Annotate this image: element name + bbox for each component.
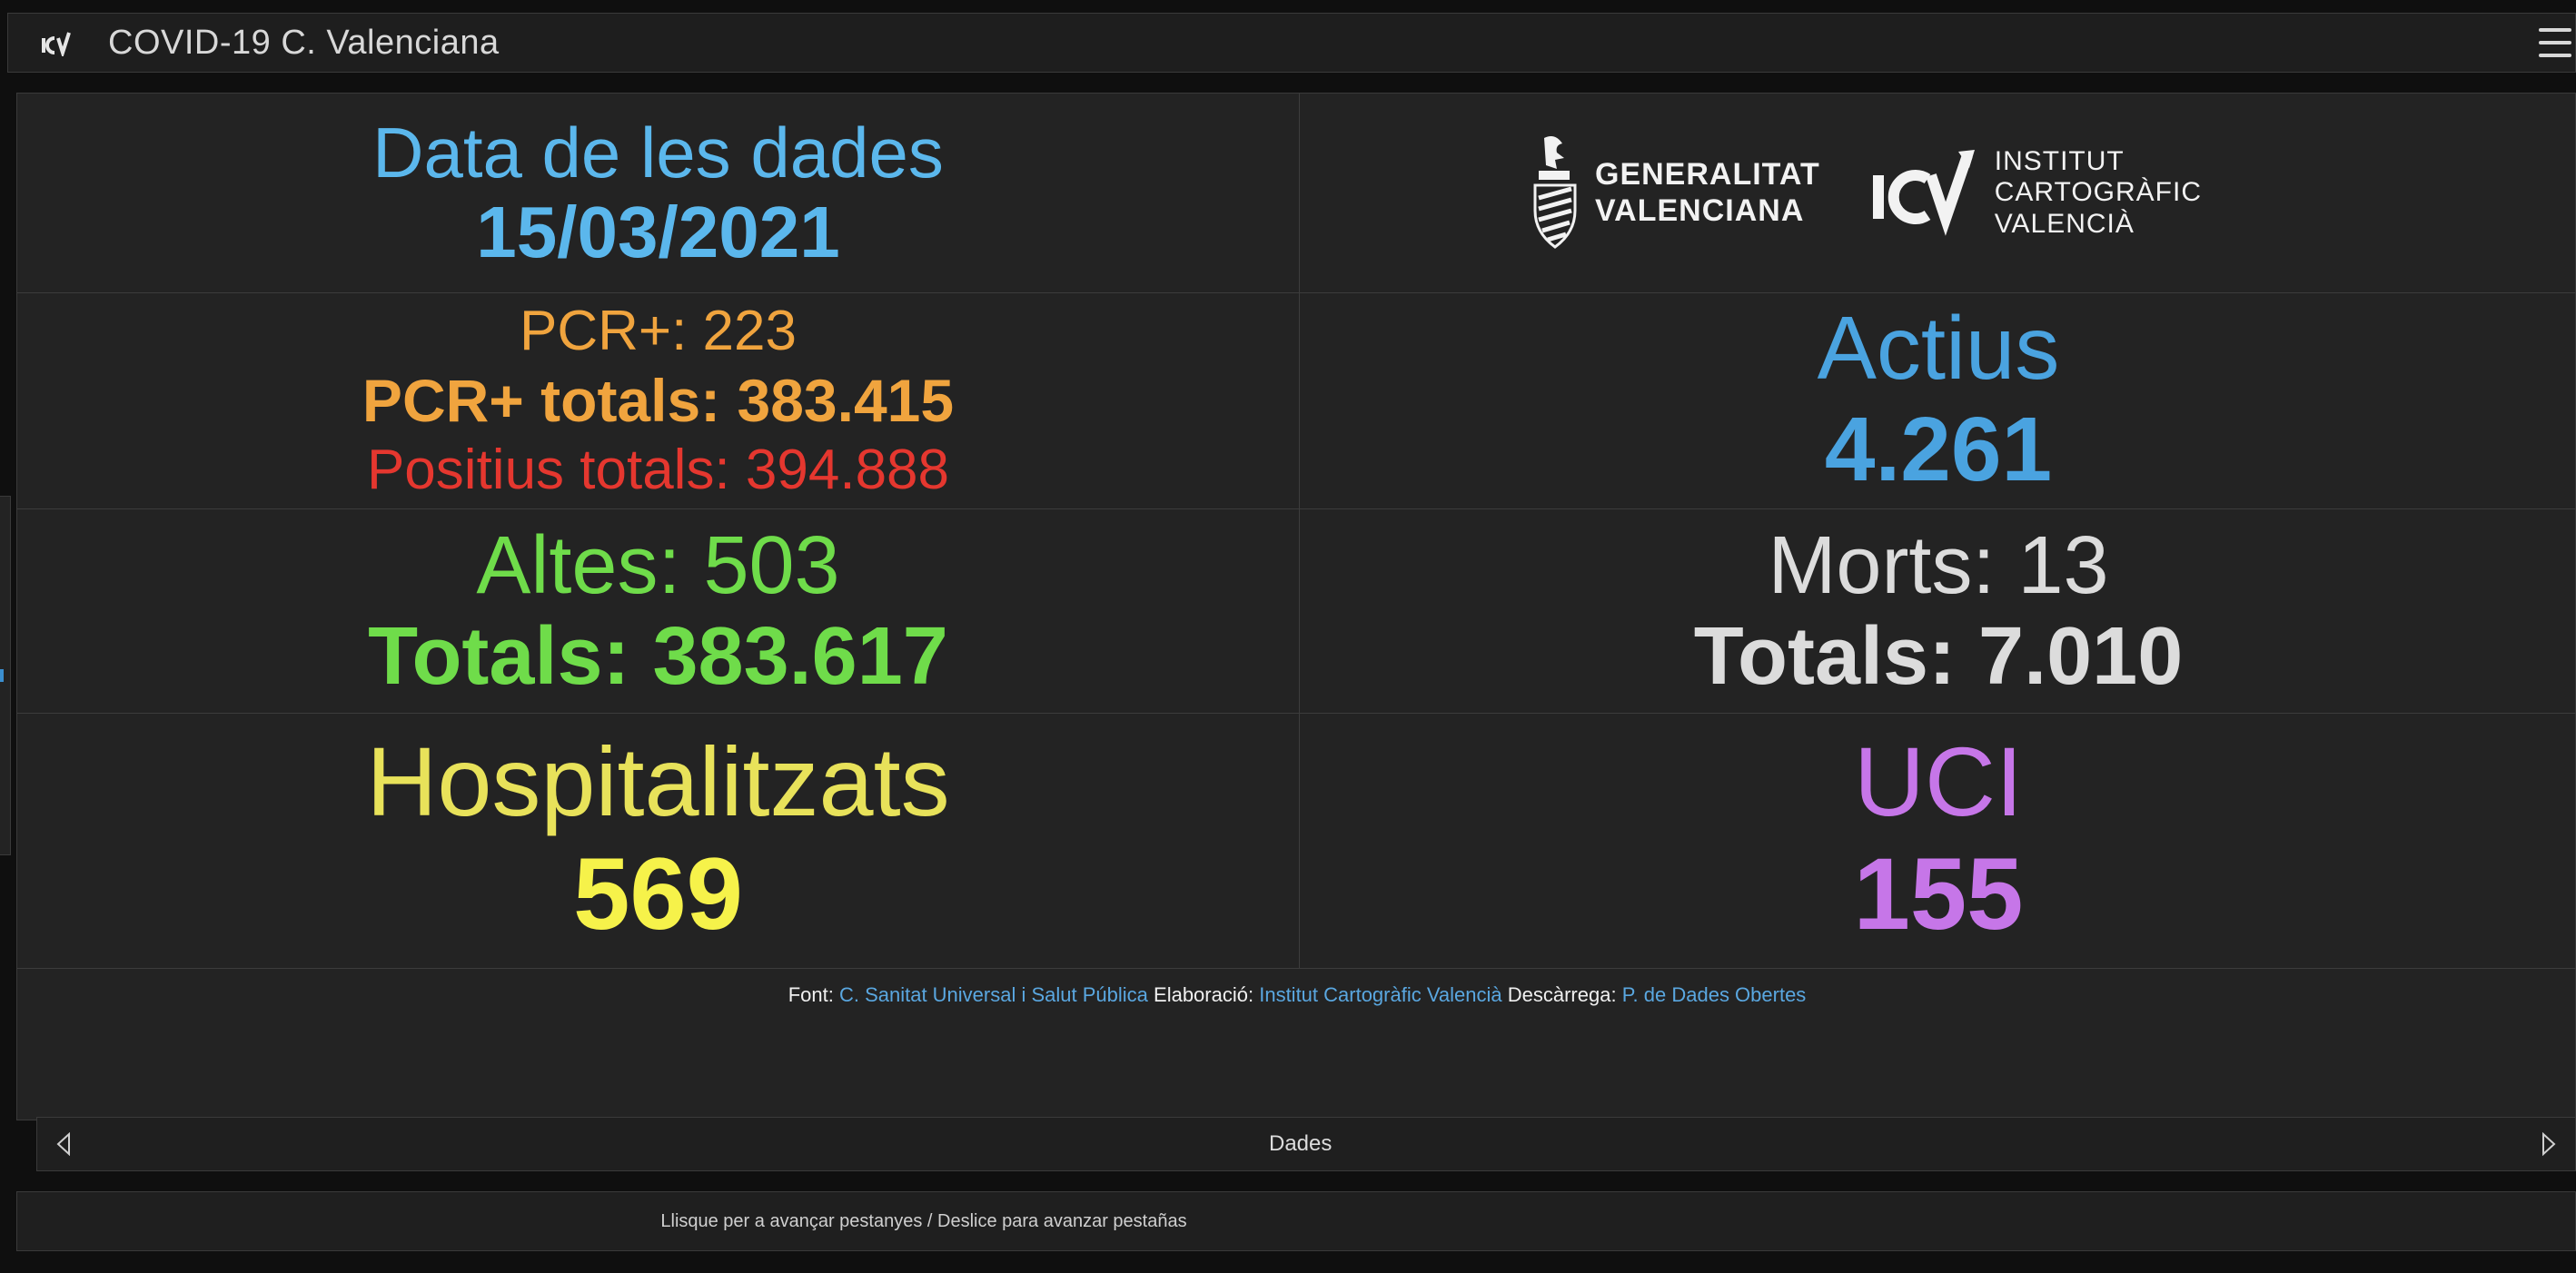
morts-cell: Morts: 13 Totals: 7.010 xyxy=(1300,509,2576,713)
dashboard-panel: Data de les dades 15/03/2021 GENERALITAT xyxy=(16,93,2576,1120)
icv-logo: INSTITUT CARTOGRÀFIC VALENCIÀ xyxy=(1871,146,2202,241)
source-desc-link[interactable]: P. de Dades Obertes xyxy=(1621,983,1807,1006)
altes-daily: Altes: 503 xyxy=(476,520,840,612)
hospitalitzats-cell: Hospitalitzats 569 xyxy=(17,714,1300,968)
positius-total: Positius totals: 394.888 xyxy=(366,439,950,502)
source-font-link[interactable]: C. Sanitat Universal i Salut Pública xyxy=(838,983,1148,1006)
app-title: COVID-19 C. Valenciana xyxy=(108,23,500,62)
side-drawer-handle[interactable] xyxy=(0,496,11,855)
triangle-right-icon[interactable] xyxy=(2535,1130,2562,1158)
gva-text-line2: VALENCIANA xyxy=(1595,192,1805,228)
hospitalitzats-label: Hospitalitzats xyxy=(366,726,950,837)
icv-text-line3: VALENCIÀ xyxy=(1994,208,2135,239)
icv-mark-icon xyxy=(1872,149,1975,236)
hospitalitzats-value: 569 xyxy=(573,837,743,951)
gva-crest-icon xyxy=(1533,135,1577,249)
row-date-logos: Data de les dades 15/03/2021 GENERALITAT xyxy=(17,94,2576,293)
date-cell: Data de les dades 15/03/2021 xyxy=(17,94,1300,292)
uci-cell: UCI 155 xyxy=(1300,714,2576,968)
altes-total: Totals: 383.617 xyxy=(368,610,948,702)
row-pcr-actius: PCR+: 223 PCR+ totals: 383.415 Positius … xyxy=(17,293,2576,509)
uci-label: UCI xyxy=(1854,726,2023,837)
gva-text-line1: GENERALITAT xyxy=(1595,157,1820,192)
pcr-total: PCR+ totals: 383.415 xyxy=(362,366,955,434)
stats-grid: Data de les dades 15/03/2021 GENERALITAT xyxy=(17,94,2576,969)
app-header: COVID-19 C. Valenciana xyxy=(7,13,2576,73)
icv-logo-icon xyxy=(37,25,74,61)
row-altes-morts: Altes: 503 Totals: 383.617 Morts: 13 Tot… xyxy=(17,509,2576,714)
icv-text-line1: INSTITUT xyxy=(1994,145,2125,176)
actius-cell: Actius 4.261 xyxy=(1300,293,2576,508)
actius-value: 4.261 xyxy=(1824,398,2053,500)
swipe-hint: Llisque per a avançar pestanyes / Deslic… xyxy=(660,1210,1187,1231)
hamburger-menu-icon[interactable] xyxy=(2535,23,2575,63)
morts-total: Totals: 7.010 xyxy=(1693,610,2184,702)
morts-daily: Morts: 13 xyxy=(1768,520,2109,612)
pcr-cell: PCR+: 223 PCR+ totals: 383.415 Positius … xyxy=(17,293,1300,508)
logos-cell: GENERALITAT VALENCIANA INSTITUT xyxy=(1300,94,2576,292)
date-value: 15/03/2021 xyxy=(476,192,840,273)
tab-bar: Dades xyxy=(36,1117,2576,1171)
pcr-daily: PCR+: 223 xyxy=(519,299,797,362)
triangle-left-icon[interactable] xyxy=(50,1130,77,1158)
source-elab-label: Elaboració: xyxy=(1154,983,1254,1006)
source-elab-link[interactable]: Institut Cartogràfic Valencià xyxy=(1259,983,1502,1006)
footer-bar: Llisque per a avançar pestanyes / Deslic… xyxy=(16,1191,2576,1251)
actius-label: Actius xyxy=(1817,298,2060,399)
altes-cell: Altes: 503 Totals: 383.617 xyxy=(17,509,1300,713)
source-desc-label: Descàrrega: xyxy=(1507,983,1617,1006)
row-hosp-uci: Hospitalitzats 569 UCI 155 xyxy=(17,714,2576,969)
drawer-handle-indicator xyxy=(0,669,4,682)
tab-dades[interactable]: Dades xyxy=(1269,1131,1333,1156)
uci-value: 155 xyxy=(1853,837,2024,951)
generalitat-valenciana-logo: GENERALITAT VALENCIANA xyxy=(1530,134,1820,252)
date-label: Data de les dades xyxy=(372,112,944,192)
icv-text-line2: CARTOGRÀFIC xyxy=(1994,177,2202,208)
source-attribution: Font: C. Sanitat Universal i Salut Públi… xyxy=(17,983,2576,1007)
source-font-label: Font: xyxy=(788,983,834,1006)
